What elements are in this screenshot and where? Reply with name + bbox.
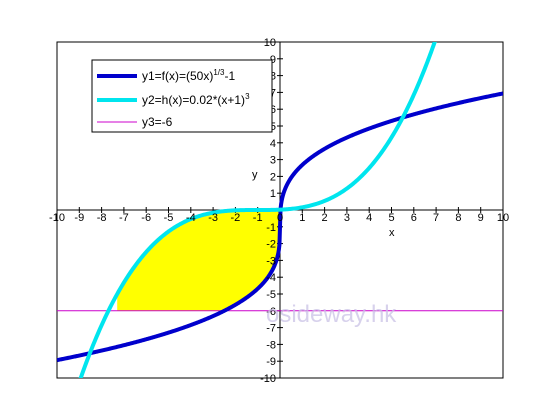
y-tick-label: 6 [270,104,276,116]
series-y2-line [78,42,437,378]
x-tick-label: -3 [208,212,218,224]
x-tick-label: -1 [253,212,263,224]
series-layer [57,42,503,378]
x-tick-label: 0 [277,212,283,224]
y-tick-label: -4 [266,272,276,284]
legend-entry-y1-label: y1=f(x)=(50x)1/3-1 [142,68,235,83]
x-axis-label: x [389,227,395,239]
y-tick-label: -6 [266,306,276,318]
x-tick-label: 7 [433,212,439,224]
y-tick-label: 2 [270,171,276,183]
fill-layer [117,209,281,311]
y-tick-label: -5 [266,289,276,301]
y-tick-label: 10 [264,37,276,49]
x-tick-label: 4 [366,212,372,224]
x-tick-label: -8 [97,212,107,224]
x-tick-label: 9 [478,212,484,224]
x-tick-label: 3 [344,212,350,224]
y-tick-label: 1 [270,188,276,200]
y-tick-label: 7 [270,87,276,99]
y-tick-label: 9 [270,54,276,66]
y-tick-label: 4 [270,138,276,150]
x-tick-label: -10 [49,212,65,224]
y-axis-label: y [252,169,258,181]
x-tick-label: -9 [74,212,84,224]
legend: y1=f(x)=(50x)1/3-1 y2=h(x)=0.02*(x+1)3 y3=… [91,59,273,133]
y-tick-label: -8 [266,339,276,351]
y-tick-label: 5 [270,121,276,133]
y-tick-label: -3 [266,255,276,267]
x-tick-label: 2 [322,212,328,224]
x-tick-label: -6 [141,212,151,224]
tick-labels: -10 -9 -8 -7 -6 -5 -4 -3 -2 -1 0 1 2 3 4 5 6 7 8 9 10-10-9-8… [49,37,509,385]
legend-box [91,59,273,133]
x-tick-label: -4 [186,212,196,224]
shaded-region [117,209,281,311]
x-tick-label: 6 [411,212,417,224]
series-y1-line [57,91,503,363]
y-tick-label: -7 [266,323,276,335]
y-tick-label: -2 [266,239,276,251]
x-tick-label: -2 [231,212,241,224]
legend-entry-y3-label: y3=-6 [142,115,173,129]
x-tick-label: 5 [388,212,394,224]
y-tick-label: 3 [270,155,276,167]
y-tick-label: -9 [266,356,276,368]
y-tick-label: -10 [260,373,276,385]
y-tick-label: 8 [270,71,276,83]
x-tick-label: 1 [299,212,305,224]
x-tick-label: -7 [119,212,129,224]
watermark-text: osideway.hk [266,301,397,328]
legend-entry-y2-label: y2=h(x)=0.02*(x+1)3 [142,92,250,107]
x-tick-label: 8 [455,212,461,224]
x-tick-label: -5 [164,212,174,224]
y-tick-label: -1 [266,222,276,234]
x-tick-label: 10 [497,212,509,224]
